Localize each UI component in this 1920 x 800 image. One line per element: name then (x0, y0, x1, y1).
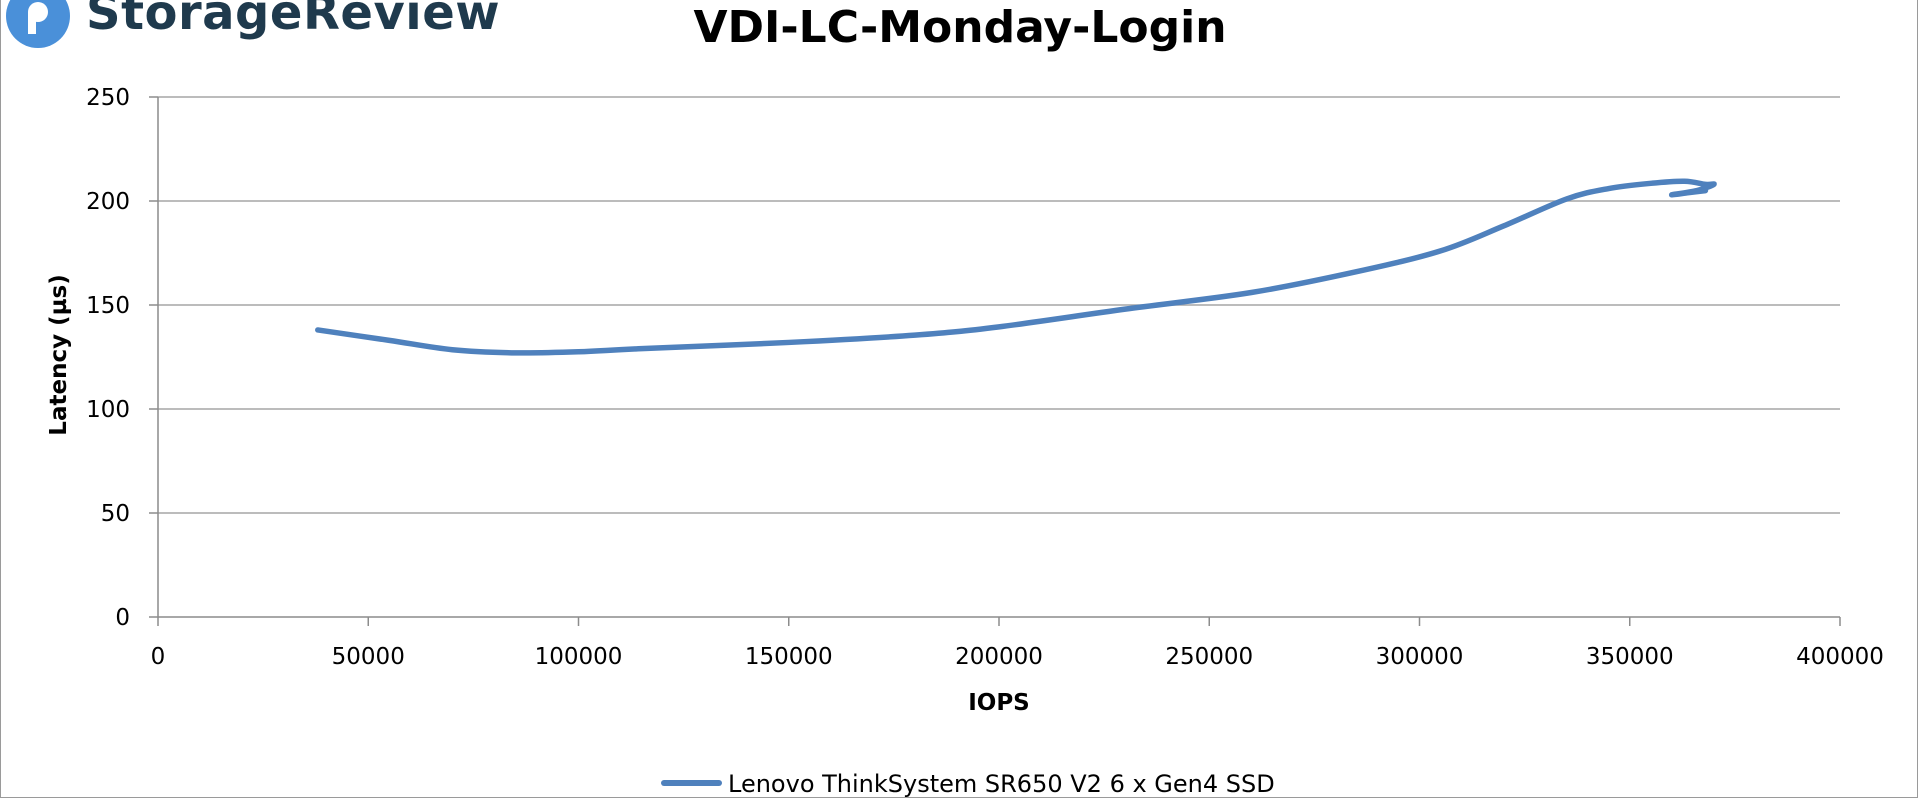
x-tick-label: 0 (151, 644, 166, 670)
x-tick-label: 400000 (1796, 644, 1884, 670)
legend-label: Lenovo ThinkSystem SR650 V2 6 x Gen4 SSD (728, 770, 1275, 798)
x-tick-label: 250000 (1165, 644, 1253, 670)
storagereview-logo-icon (6, 0, 70, 48)
x-tick-label: 200000 (955, 644, 1043, 670)
y-tick-label: 150 (86, 293, 130, 319)
y-tick-label: 100 (86, 397, 130, 423)
x-tick-label: 100000 (535, 644, 623, 670)
y-axis-label: Latency (µs) (46, 274, 72, 435)
x-axis-label: IOPS (968, 690, 1030, 716)
y-tick-label: 200 (86, 189, 130, 215)
x-tick-label: 300000 (1376, 644, 1464, 670)
series-line-0 (315, 178, 1717, 356)
x-tick-label: 150000 (745, 644, 833, 670)
logo-wordmark: StorageReview (86, 0, 501, 41)
x-tick-label: 50000 (332, 644, 405, 670)
x-tick-label: 350000 (1586, 644, 1674, 670)
chart-title: VDI-LC-Monday-Login (693, 2, 1227, 53)
storagereview-logo: StorageReview (0, 0, 500, 48)
y-tick-label: 0 (115, 605, 130, 631)
y-tick-label: 50 (101, 501, 130, 527)
y-tick-label: 250 (86, 85, 130, 111)
